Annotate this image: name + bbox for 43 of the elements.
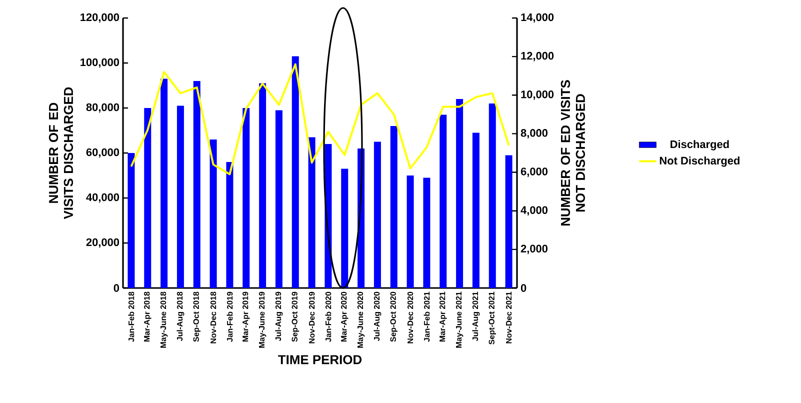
bar — [308, 137, 316, 288]
bar — [341, 168, 348, 288]
y-axis-title: NUMBER OF ED VISITS DISCHARGED — [48, 87, 74, 220]
y-tick-label: 100,000 — [80, 58, 120, 68]
bar — [472, 132, 480, 288]
y2-axis-title: NUMBER OF ED VISITS NOT DISCHARGED — [560, 80, 585, 226]
bar — [226, 162, 234, 288]
bar — [259, 83, 266, 288]
y-tick-label: 80,000 — [86, 103, 120, 113]
bar — [210, 140, 217, 288]
y2-tick-label: 14,000 — [521, 13, 554, 23]
bar — [505, 155, 512, 288]
bar — [488, 103, 496, 288]
bar — [456, 98, 464, 288]
bar — [275, 110, 282, 288]
y-tick-label: 120,000 — [80, 13, 120, 23]
y2-tick-label: 12,000 — [521, 52, 554, 62]
y2-tick-label: 10,000 — [521, 90, 554, 100]
y2-tick-label: 8,000 — [520, 129, 548, 138]
legend-label: Not Discharged — [660, 156, 740, 167]
bar — [176, 106, 184, 288]
bar — [374, 142, 381, 288]
bar — [128, 153, 135, 288]
y2-tick-label: 2,000 — [520, 244, 548, 254]
bar — [440, 114, 447, 288]
line-series — [130, 63, 510, 176]
bar — [144, 108, 152, 288]
bar — [292, 56, 299, 288]
bar — [390, 126, 398, 288]
y2-tick-label: 4,000 — [520, 206, 548, 216]
y2-tick-label: 6,000 — [520, 168, 548, 177]
bar — [423, 178, 430, 288]
legend-label: Discharged — [670, 140, 729, 150]
x-axis-title: TIME PERIOD — [278, 355, 362, 364]
y-tick-label: 40,000 — [86, 193, 120, 203]
bar — [193, 80, 200, 288]
y-tick-label: 0 — [114, 284, 120, 292]
bar — [406, 176, 414, 288]
bar — [242, 108, 250, 288]
y-tick-label: 60,000 — [86, 148, 120, 158]
y2-tick-label: 0 — [520, 284, 526, 292]
bar — [160, 78, 168, 288]
y-tick-label: 20,000 — [86, 238, 120, 248]
